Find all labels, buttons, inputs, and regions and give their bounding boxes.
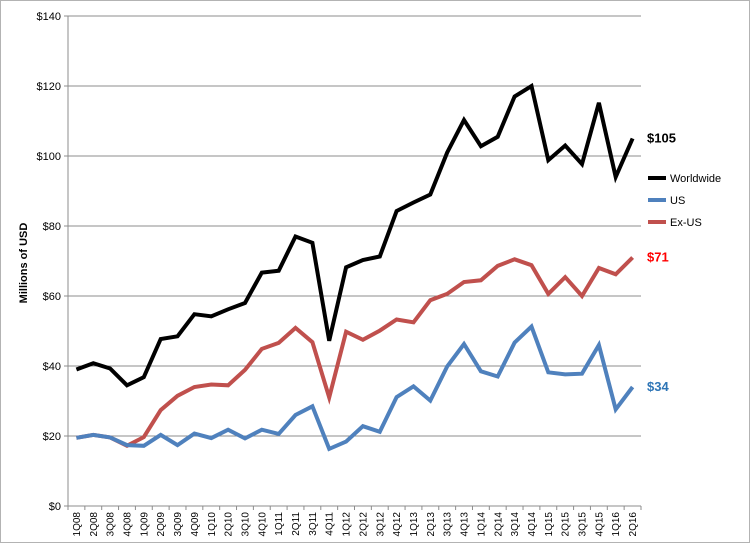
x-tick-label: 4Q15 bbox=[594, 512, 605, 537]
x-tick-label: 2Q15 bbox=[561, 512, 572, 537]
series-line-worldwide bbox=[75, 82, 635, 388]
end-label-ex-us: $71 bbox=[647, 250, 669, 265]
x-tick-label: 3Q08 bbox=[106, 512, 117, 537]
x-tick-label: 4Q08 bbox=[122, 512, 133, 537]
x-tick-label: 2Q10 bbox=[224, 512, 235, 537]
x-tick-label: 1Q10 bbox=[207, 512, 218, 537]
x-tick-label: 2Q12 bbox=[358, 512, 369, 537]
x-tick-label: 4Q14 bbox=[527, 512, 538, 537]
legend-label: Worldwide bbox=[670, 173, 721, 185]
axes: $0 $20 $40 $60 $80 $100 $120 $140 1Q08 2Q08 3Q08 4Q… bbox=[37, 11, 642, 537]
x-tick-label: 4Q11 bbox=[325, 512, 336, 536]
gridlines bbox=[68, 15, 641, 437]
x-tick-label: 3Q10 bbox=[240, 512, 251, 537]
x-tick-label: 2Q08 bbox=[89, 512, 100, 537]
x-tick-label: 2Q11 bbox=[291, 512, 302, 536]
x-tick-label: 3Q13 bbox=[443, 512, 454, 537]
x-tick-label: 2Q16 bbox=[628, 512, 639, 537]
y-tick-label: $100 bbox=[37, 151, 61, 163]
legend-label: Ex-US bbox=[670, 217, 702, 229]
y-tick-label: $80 bbox=[43, 221, 61, 233]
end-labels: $105 $34 $71 bbox=[647, 131, 676, 395]
x-tick-label: 1Q15 bbox=[544, 512, 555, 537]
x-tick-label: 2Q13 bbox=[426, 512, 437, 537]
x-tick-label: 1Q16 bbox=[611, 512, 622, 537]
y-tick-label: $20 bbox=[43, 431, 61, 443]
x-tick-label: 2Q14 bbox=[493, 512, 504, 537]
x-tick-label: 3Q09 bbox=[173, 512, 184, 537]
x-tick-label: 4Q10 bbox=[257, 512, 268, 537]
y-tick-label: $60 bbox=[43, 291, 61, 303]
end-label-us: $34 bbox=[647, 379, 669, 394]
series-line-us bbox=[76, 322, 635, 452]
series-line-ex-us bbox=[76, 256, 635, 449]
x-tick-label: 1Q14 bbox=[476, 512, 487, 537]
x-tick-label: 1Q13 bbox=[409, 512, 420, 537]
x-tick-label: 3Q11 bbox=[308, 512, 319, 536]
y-tick-label: $140 bbox=[37, 11, 61, 23]
x-tick-label: 4Q09 bbox=[190, 512, 201, 537]
x-tick-label: 4Q12 bbox=[392, 512, 403, 537]
x-tick-label: 4Q13 bbox=[460, 512, 471, 537]
x-tick-label: 3Q14 bbox=[510, 512, 521, 537]
x-tick-label: 1Q12 bbox=[342, 512, 353, 537]
x-tick-label: 1Q09 bbox=[139, 512, 150, 537]
x-tick-label: 3Q12 bbox=[375, 512, 386, 537]
x-tick-label: 1Q08 bbox=[72, 512, 83, 537]
x-tick-label: 1Q11 bbox=[274, 512, 285, 536]
series-lines bbox=[75, 82, 635, 452]
legend: Worldwide US Ex-US bbox=[648, 173, 721, 229]
legend-label: US bbox=[670, 195, 685, 207]
y-axis-label: Millions of USD bbox=[18, 223, 30, 304]
x-tick-label: 2Q09 bbox=[156, 512, 167, 537]
end-label-worldwide: $105 bbox=[647, 131, 676, 146]
x-tick-label: 3Q15 bbox=[578, 512, 589, 537]
y-tick-label: $120 bbox=[37, 81, 61, 93]
y-tick-label: $0 bbox=[49, 501, 61, 513]
y-tick-label: $40 bbox=[43, 361, 61, 373]
